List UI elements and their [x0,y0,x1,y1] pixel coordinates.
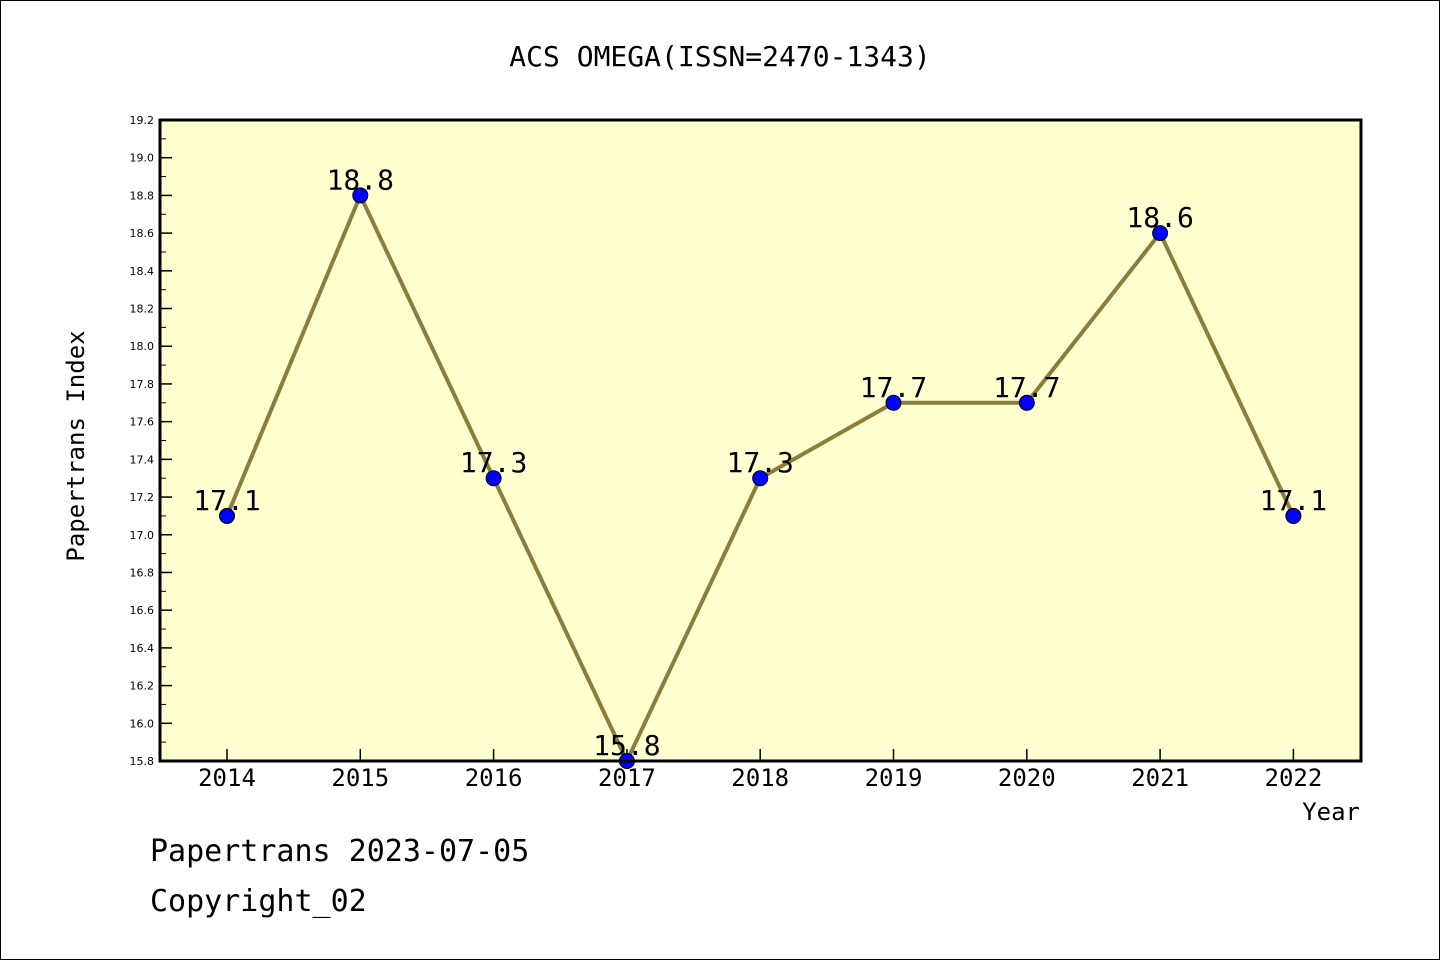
y-tick-label: 16.4 [130,642,155,655]
data-label: 17.7 [993,371,1060,404]
data-point [219,507,235,524]
data-label: 15.8 [593,729,660,762]
y-tick-label: 17.4 [130,453,155,466]
y-tick-label: 15.8 [130,755,155,768]
y-tick-label: 16.6 [130,604,155,617]
y-tick-label: 19.0 [130,152,155,165]
data-label: 17.7 [860,371,927,404]
data-labels: 17.1 18.8 17.3 15.8 17.3 17.7 17.7 18.6 17.1 [193,163,1327,762]
series-markers [219,187,1302,769]
data-point [885,394,902,411]
y-tick-label: 18.4 [130,265,155,278]
x-tick-label: 2022 [1265,764,1323,792]
y-tick-label: 19.2 [130,114,155,127]
y-tick-label: 16.2 [130,680,155,693]
y-axis-ticks: 15.8 16.0 16.2 16.4 16.6 16.8 17.0 17.2 17.4 17.6… [130,114,172,768]
data-label: 17.3 [460,446,527,479]
footer-date: Papertrans 2023-07-05 [150,834,530,869]
data-label: 18.6 [1126,201,1193,234]
y-tick-label: 18.8 [130,189,155,202]
y-tick-label: 18.0 [130,340,155,353]
y-tick-label: 18.6 [130,227,155,240]
x-tick-label: 2014 [198,764,256,792]
data-point [1285,507,1302,524]
plot-border [158,118,1363,763]
data-point [752,470,769,487]
x-tick-label: 2018 [731,764,789,792]
data-label: 17.3 [726,446,793,479]
y-tick-label: 17.6 [130,416,155,429]
data-point [1018,394,1035,411]
y-tick-label: 17.8 [130,378,155,391]
y-tick-label: 17.2 [130,491,155,504]
x-tick-label: 2020 [998,764,1056,792]
data-point [1152,225,1169,242]
x-axis-label: Year [1302,798,1360,826]
chart-title: ACS OMEGA(ISSN=2470-1343) [509,40,930,73]
y-tick-label: 17.0 [130,529,155,542]
x-tick-label: 2015 [331,764,389,792]
x-axis-ticks: 2014 2015 2016 2017 2018 2019 2020 2021 2022 [198,749,1322,792]
data-label: 17.1 [193,484,260,517]
y-tick-label: 18.2 [130,303,155,316]
y-axis-label: Papertrans Index [62,330,90,561]
data-label: 18.8 [327,163,394,196]
x-tick-label: 2016 [465,764,523,792]
x-tick-label: 2021 [1131,764,1189,792]
data-label: 17.1 [1260,484,1327,517]
footer-copyright: Copyright_02 [150,884,367,919]
y-tick-label: 16.0 [130,717,155,730]
data-point [485,470,502,487]
x-tick-label: 2019 [865,764,923,792]
data-point [352,187,369,204]
y-tick-label: 16.8 [130,566,155,579]
